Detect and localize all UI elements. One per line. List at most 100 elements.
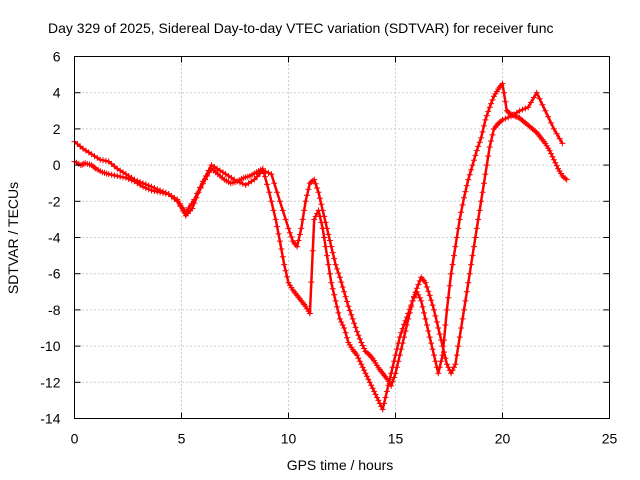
data-point-marker <box>341 325 348 331</box>
data-point-marker <box>145 182 152 189</box>
data-point-marker <box>359 364 366 371</box>
data-point-marker <box>408 303 415 310</box>
x-tick-label: 10 <box>281 431 297 447</box>
data-point-marker <box>346 307 353 314</box>
data-point-marker <box>479 189 486 196</box>
data-point-marker <box>342 329 349 336</box>
data-point-marker <box>251 176 258 183</box>
data-point-marker <box>322 243 329 250</box>
data-point-marker <box>342 293 349 300</box>
data-point-marker <box>304 192 310 199</box>
data-point-marker <box>435 370 442 377</box>
data-point-marker <box>505 114 512 121</box>
data-point-marker <box>341 288 348 295</box>
data-point-marker <box>361 367 368 374</box>
data-point-marker <box>375 397 382 404</box>
data-point-marker <box>393 364 400 371</box>
data-point-marker <box>309 177 316 184</box>
data-point-marker <box>463 182 470 189</box>
data-point-marker <box>479 128 486 135</box>
data-point-marker <box>431 306 437 313</box>
grid-lines <box>74 56 610 419</box>
data-point-marker <box>264 181 271 188</box>
data-point-marker <box>365 350 372 357</box>
data-point-marker <box>456 216 463 223</box>
data-point-marker <box>108 171 115 178</box>
data-point-marker <box>237 179 243 186</box>
data-point-marker <box>174 196 181 203</box>
data-point-marker <box>392 370 399 377</box>
data-point-marker <box>332 261 339 268</box>
data-point-marker <box>329 249 336 256</box>
data-point-marker <box>334 265 340 272</box>
data-point-marker <box>137 179 144 185</box>
data-point-marker <box>466 270 473 277</box>
data-point-marker <box>546 147 553 154</box>
data-point-marker <box>344 298 350 305</box>
data-point-marker <box>461 306 467 313</box>
data-point-marker <box>321 234 328 241</box>
data-point-marker <box>530 94 537 101</box>
data-point-marker <box>445 294 452 301</box>
data-point-marker <box>439 343 446 350</box>
data-point-marker <box>324 252 330 259</box>
data-point-marker <box>177 200 184 207</box>
data-point-marker <box>295 237 302 244</box>
data-point-marker <box>478 134 485 141</box>
data-point-marker <box>436 364 443 371</box>
data-point-marker <box>429 302 436 309</box>
data-point-marker <box>429 346 436 353</box>
y-tick-label: 6 <box>53 49 61 65</box>
data-point-marker <box>445 364 452 371</box>
data-point-marker <box>485 108 492 115</box>
data-point-marker <box>502 98 509 105</box>
data-point-marker <box>485 153 492 160</box>
data-point-marker <box>472 234 479 241</box>
data-point-marker <box>448 370 455 377</box>
data-point-marker <box>413 285 420 292</box>
data-point-marker <box>299 216 306 223</box>
data-point-marker <box>455 343 462 350</box>
data-point-marker <box>266 189 273 196</box>
data-point-marker <box>365 376 372 383</box>
series-trace <box>73 82 568 411</box>
y-axis-title: SDTVAR / TECUs <box>5 182 21 294</box>
data-point-marker <box>452 361 459 368</box>
data-point-marker <box>325 231 332 238</box>
data-point-marker <box>532 128 539 135</box>
data-point-marker <box>402 328 409 334</box>
data-point-marker <box>423 284 430 290</box>
data-point-marker <box>182 209 189 216</box>
data-point-marker <box>553 130 560 137</box>
data-point-marker <box>553 162 560 169</box>
data-point-marker <box>315 189 322 196</box>
y-tick-label: -14 <box>40 411 60 427</box>
data-point-marker <box>432 312 439 319</box>
data-point-marker <box>286 229 293 236</box>
data-point-marker <box>416 294 423 301</box>
data-point-marker <box>396 352 403 359</box>
data-point-marker <box>489 96 496 103</box>
data-point-marker <box>354 328 360 335</box>
data-point-marker <box>442 355 449 362</box>
data-point-marker <box>483 112 490 119</box>
data-point-marker <box>306 310 313 317</box>
data-point-marker <box>348 311 355 318</box>
data-point-marker <box>189 205 196 212</box>
data-point-marker <box>516 107 523 114</box>
data-point-marker <box>476 139 483 146</box>
data-point-marker <box>525 104 532 111</box>
data-point-marker <box>358 361 365 368</box>
data-point-marker <box>436 331 443 337</box>
data-series <box>71 80 570 413</box>
data-point-marker <box>462 188 469 195</box>
data-point-marker <box>552 159 559 166</box>
data-point-marker <box>451 364 457 371</box>
data-point-marker <box>142 181 149 188</box>
data-point-marker <box>423 322 430 328</box>
data-point-marker <box>459 315 466 322</box>
data-point-marker <box>354 352 360 359</box>
data-point-marker <box>322 219 329 226</box>
data-point-marker <box>458 209 465 216</box>
data-point-marker <box>364 373 370 380</box>
